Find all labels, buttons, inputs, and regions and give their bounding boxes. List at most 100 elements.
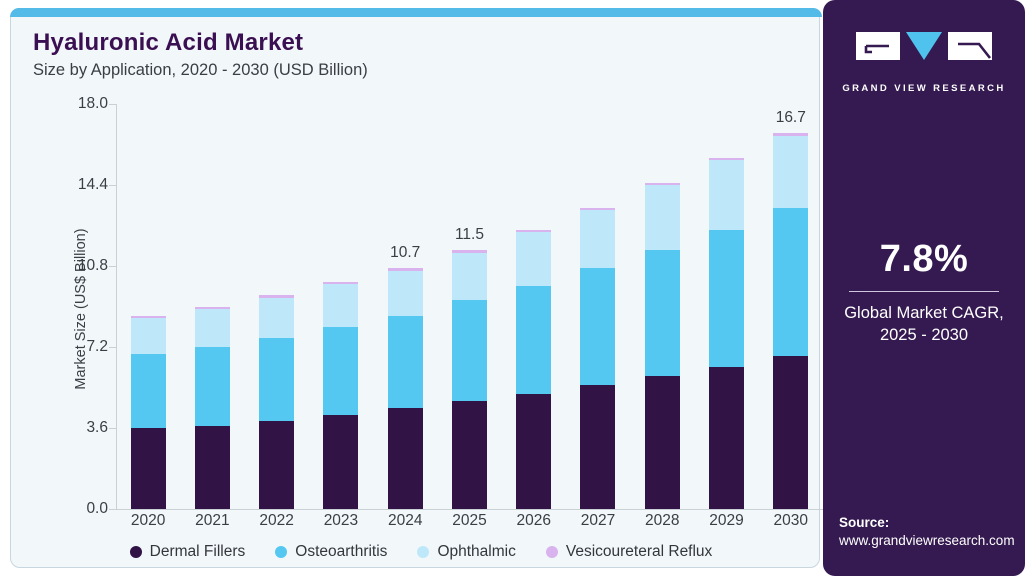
bar-segment-osteoarthritis xyxy=(130,353,166,428)
chart-header: Hyaluronic Acid Market Size by Applicati… xyxy=(33,29,368,80)
bar-segment-osteoarthritis xyxy=(773,207,809,356)
x-tick-label: 2027 xyxy=(580,512,616,529)
legend-item-vesicoureteral-reflux: Vesicoureteral Reflux xyxy=(545,543,713,561)
bar-segment-ophthalmic xyxy=(709,160,745,230)
bar-segment-osteoarthritis xyxy=(259,338,295,422)
y-tick-label: 0.0 xyxy=(86,500,108,517)
bar-segment-osteoarthritis xyxy=(387,315,423,408)
bar-segment-osteoarthritis xyxy=(194,347,230,426)
bar-segment-ophthalmic xyxy=(387,270,423,316)
bar-segment-ophthalmic xyxy=(773,135,809,208)
cagr-divider xyxy=(849,291,999,292)
x-tick-label: 2030 xyxy=(773,512,809,529)
bar-segment-osteoarthritis xyxy=(323,326,359,415)
gvr-logo-icon xyxy=(856,32,992,60)
total-data-label: 16.7 xyxy=(775,109,806,127)
x-tick-label: 2022 xyxy=(259,512,294,529)
bar-column-2024: 10.7 xyxy=(373,104,437,509)
x-tick-label: 2023 xyxy=(323,512,359,529)
bar-segment-ophthalmic xyxy=(516,232,552,287)
bar-segment-ophthalmic xyxy=(580,209,616,269)
legend-dot-icon xyxy=(545,546,558,558)
bar-column-2021 xyxy=(180,104,244,509)
cagr-caption-line1: Global Market CAGR, xyxy=(844,304,1004,322)
bar-segment-vesicoureteral-reflux xyxy=(709,158,745,161)
x-tick-label: 2020 xyxy=(130,512,166,529)
plot-area: 10.7 11.5 16.7 18.0 14.4 10.8 7.2 3.6 0.0 xyxy=(78,95,823,517)
y-tick-mark xyxy=(109,103,116,105)
cagr-caption: Global Market CAGR, 2025 - 2030 xyxy=(823,302,1025,347)
bar-segment-dermal-fillers xyxy=(194,425,230,509)
bar-segment-ophthalmic xyxy=(451,252,487,300)
y-tick-label: 7.2 xyxy=(86,338,108,355)
bar-column-2020 xyxy=(116,104,180,509)
cagr-block: 7.8% Global Market CAGR, 2025 - 2030 xyxy=(823,238,1025,347)
bar-segment-dermal-fillers xyxy=(451,401,487,509)
bar-stack-2020 xyxy=(130,315,166,509)
page-title: Hyaluronic Acid Market xyxy=(33,29,304,56)
bar-segment-vesicoureteral-reflux xyxy=(194,306,230,309)
bar-segment-osteoarthritis xyxy=(580,268,616,386)
bar-segment-dermal-fillers xyxy=(130,428,166,509)
bar-column-2028 xyxy=(630,104,694,509)
bar-segment-ophthalmic xyxy=(194,308,230,347)
bar-stack-2026 xyxy=(516,230,552,509)
bar-segment-ophthalmic xyxy=(323,284,359,327)
legend-label: Osteoarthritis xyxy=(295,543,388,560)
y-axis-title: Market Size (US$ Billion) xyxy=(73,228,89,390)
bar-segment-vesicoureteral-reflux xyxy=(323,281,359,284)
bar-column-2030: 16.7 xyxy=(759,104,823,509)
x-tick-label: 2026 xyxy=(516,512,551,529)
bar-segment-osteoarthritis xyxy=(709,230,745,368)
bar-segment-vesicoureteral-reflux xyxy=(516,230,552,233)
bar-segment-vesicoureteral-reflux xyxy=(580,207,616,210)
bar-segment-vesicoureteral-reflux xyxy=(259,295,295,298)
bar-stack-2023 xyxy=(323,281,359,509)
brand-logo: GRAND VIEW RESEARCH xyxy=(823,28,1025,94)
bar-segment-dermal-fillers xyxy=(387,407,423,509)
chart-card: Hyaluronic Acid Market Size by Applicati… xyxy=(10,8,823,568)
total-data-label: 11.5 xyxy=(454,226,484,244)
y-tick-mark xyxy=(109,184,116,186)
y-tick-label: 10.8 xyxy=(77,257,108,274)
bar-stack-2030 xyxy=(773,133,809,509)
bar-column-2026 xyxy=(502,104,566,509)
legend-dot-icon xyxy=(417,546,430,558)
legend-label: Vesicoureteral Reflux xyxy=(565,543,713,560)
legend-item-dermal-fillers: Dermal Fillers xyxy=(129,543,245,561)
bar-column-2025: 11.5 xyxy=(437,104,501,509)
y-tick-label: 3.6 xyxy=(86,419,108,436)
source-block: Source: www.grandviewresearch.com xyxy=(839,515,1015,548)
bar-column-2023 xyxy=(309,104,373,509)
x-tick-label: 2029 xyxy=(709,512,744,529)
chart-legend: Dermal Fillers Osteoarthritis Ophthalmic Ve… xyxy=(41,543,801,561)
source-label: Source: xyxy=(839,515,890,530)
bar-segment-dermal-fillers xyxy=(644,376,680,509)
bar-stack-2028 xyxy=(644,182,680,509)
x-tick-label: 2021 xyxy=(195,512,230,529)
x-tick-label: 2025 xyxy=(452,512,487,529)
bar-segment-vesicoureteral-reflux xyxy=(773,133,809,136)
brand-name: GRAND VIEW RESEARCH xyxy=(842,83,1006,94)
brand-sidebar: GRAND VIEW RESEARCH 7.8% Global Market C… xyxy=(823,0,1025,576)
x-axis-labels: 2020 2021 2022 2023 2024 2025 2026 2027 2028 2029… xyxy=(116,512,823,530)
legend-dot-icon xyxy=(129,546,142,558)
y-tick-mark xyxy=(109,346,116,348)
legend-item-osteoarthritis: Osteoarthritis xyxy=(275,543,387,561)
bar-segment-vesicoureteral-reflux xyxy=(130,315,166,318)
bar-segment-vesicoureteral-reflux xyxy=(387,268,423,271)
bar-segment-ophthalmic xyxy=(259,297,295,338)
source-url[interactable]: www.grandviewresearch.com xyxy=(839,533,1015,548)
bar-segment-vesicoureteral-reflux xyxy=(451,250,487,253)
bar-column-2022 xyxy=(245,104,309,509)
bar-stack-2029 xyxy=(709,158,745,509)
bar-stack-2021 xyxy=(194,306,230,509)
y-axis-line xyxy=(116,104,117,509)
cagr-value: 7.8% xyxy=(879,238,969,280)
x-tick-label: 2028 xyxy=(645,512,680,529)
bar-segment-ophthalmic xyxy=(644,185,680,251)
bar-segment-osteoarthritis xyxy=(516,286,552,395)
bar-segment-dermal-fillers xyxy=(259,421,295,509)
y-tick-mark xyxy=(109,427,116,429)
x-tick-label: 2024 xyxy=(387,512,423,529)
